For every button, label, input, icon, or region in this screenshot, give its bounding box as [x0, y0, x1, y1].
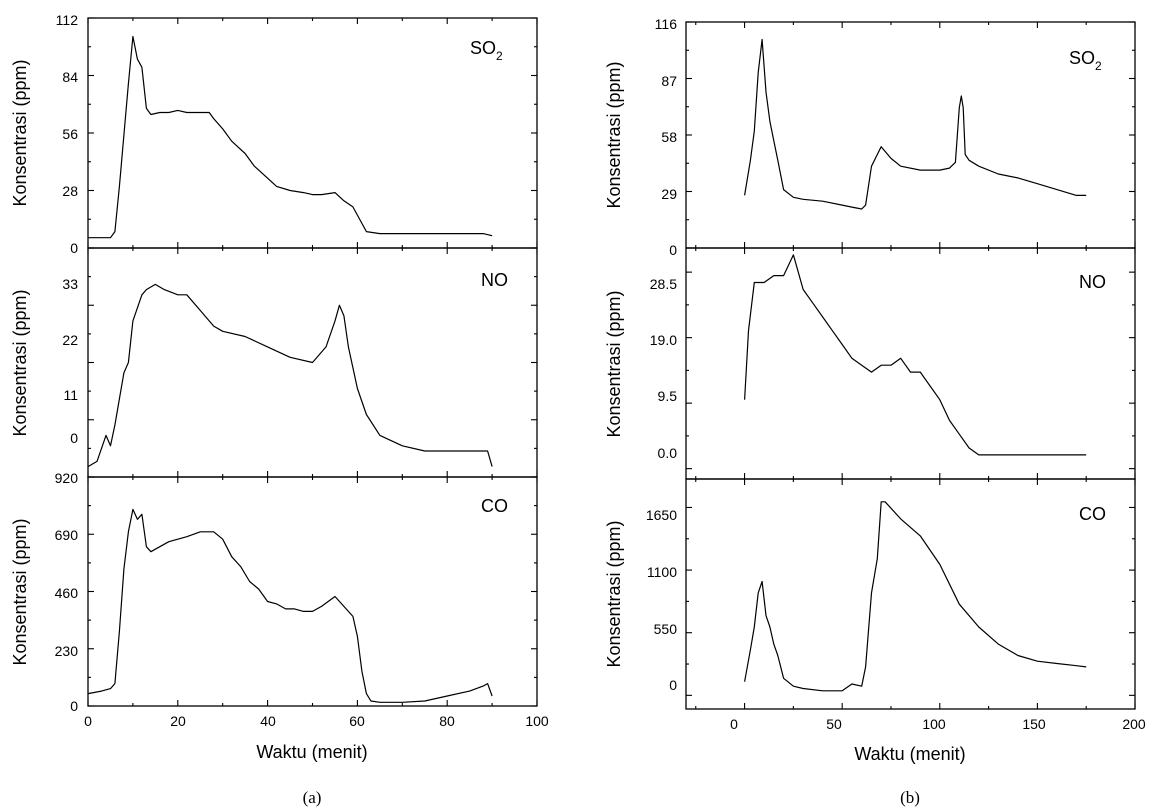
panel-b-co-ytick-label-0: 0	[669, 677, 677, 693]
panel-b-no-y-axis-title: Konsentrasi (ppm)	[604, 290, 624, 437]
panel-a-so2-series-line	[88, 35, 493, 239]
panel-b-no-ytick-label-2: 19.0	[650, 332, 677, 348]
panel-a-xtick-label-0: 0	[84, 713, 92, 729]
panel-a-so2-ytick-label-2: 56	[62, 126, 78, 142]
panel-b-no-frame	[685, 247, 1136, 480]
panel-b-so2-ytick-label-0: 0	[669, 242, 677, 258]
panel-a-co-ytick-label-1: 230	[55, 643, 79, 659]
panel-a-co-series-label: CO	[481, 496, 508, 516]
panel-b-xtick-label-0: 0	[730, 716, 738, 732]
panel-b-so2-ytick-label-1: 29	[661, 186, 677, 202]
panel-a-xtick-label-4: 80	[439, 713, 455, 729]
panel-a-co-series-line	[87, 508, 493, 703]
panel-a: 0 28 56 84 112 0 11 22 33 0 230 460 690 …	[10, 12, 549, 807]
panel-b-xtick-label-2: 100	[922, 716, 946, 732]
panel-b-so2-ytick-label-4: 116	[655, 16, 678, 32]
panel-a-no-ytick-label-3: 33	[62, 276, 78, 292]
panel-a-no-ytick-label-1: 11	[63, 387, 78, 403]
panel-a-x-axis-title: Waktu (menit)	[256, 742, 367, 762]
panel-b-no-series-label: NO	[1079, 272, 1106, 292]
panel-a-no-y-axis-title: Konsentrasi (ppm)	[10, 289, 30, 436]
panel-a-caption: (a)	[303, 788, 322, 807]
panel-b-co-series-label: CO	[1079, 504, 1106, 524]
panel-a-xtick-label-1: 20	[170, 713, 186, 729]
panel-b-co-y-axis-title: Konsentrasi (ppm)	[604, 520, 624, 667]
panel-b-so2-y-ticks	[686, 21, 1135, 249]
panel-b-no-y-ticks	[686, 271, 1135, 470]
panel-b-x-axis-title: Waktu (menit)	[854, 744, 965, 764]
panel-a-so2-ytick-label-3: 84	[62, 69, 78, 85]
panel-a-co-ytick-label-3: 690	[55, 527, 79, 543]
panel-b-no-series-line	[744, 254, 1087, 456]
panel-a-co-frame	[87, 476, 538, 707]
panel-a-xtick-label-2: 40	[260, 713, 276, 729]
panel-a-so2-label-subscript: 2	[496, 49, 503, 63]
panel-b-so2-ytick-label-3: 87	[661, 73, 677, 89]
panel-b-so2-y-axis-title: Konsentrasi (ppm)	[604, 61, 624, 208]
panel-a-no-ytick-label-2: 22	[62, 332, 78, 348]
panel-b-xtick-label-4: 200	[1122, 716, 1146, 732]
panel-a-x-ticks	[87, 18, 538, 706]
panel-a-so2-ytick-label-0: 0	[70, 240, 78, 256]
panel-a-no-series-label: NO	[481, 270, 508, 290]
panel-b-co-ytick-label-3: 1650	[646, 507, 677, 523]
panel-a-co-ytick-label-0: 0	[70, 698, 78, 714]
panel-b-co-series-line	[744, 501, 1087, 692]
panel-a-so2-ytick-label-4: 112	[56, 12, 79, 28]
panel-b-co-ytick-label-2: 1100	[647, 564, 677, 580]
panel-a-co-ytick-label-2: 460	[55, 585, 79, 601]
panel-b-no-ytick-label-1: 9.5	[658, 388, 678, 404]
panel-a-xtick-label-5: 100	[525, 713, 549, 729]
panel-a-xtick-label-3: 60	[349, 713, 365, 729]
panel-b-so2-series-label: SO2	[1069, 48, 1102, 73]
panel-b-no-ytick-label-0: 0.0	[658, 445, 678, 461]
panel-b-co-frame	[685, 478, 1136, 710]
panel-b-xtick-label-3: 150	[1022, 716, 1046, 732]
panel-b-no-ytick-label-3: 28.5	[650, 276, 677, 292]
panel-b-x-ticks	[695, 22, 1136, 709]
panel-a-co-ytick-label-4: 920	[55, 470, 79, 486]
panel-a-no-series-line	[87, 283, 493, 468]
panel-a-no-ytick-label-0: 0	[70, 430, 78, 446]
panel-a-so2-ytick-label-1: 28	[62, 183, 78, 199]
panel-b-xtick-label-1: 50	[826, 716, 842, 732]
panel-b: 0 29 58 87 116 0.0 9.5 19.0 28.5 0 550 1…	[604, 16, 1146, 807]
panel-b-so2-label-subscript: 2	[1095, 59, 1102, 73]
panel-b-so2-ytick-label-2: 58	[661, 129, 677, 145]
panel-a-co-y-axis-title: Konsentrasi (ppm)	[10, 518, 30, 665]
panel-b-so2-series-line	[744, 38, 1087, 210]
panel-a-co-y-ticks	[88, 476, 537, 707]
panel-a-so2-y-axis-title: Konsentrasi (ppm)	[10, 59, 30, 206]
panel-b-co-ytick-label-1: 550	[654, 621, 678, 637]
panel-b-co-y-ticks	[686, 506, 1135, 696]
panel-a-so2-series-label: SO2	[470, 38, 503, 63]
panel-b-caption: (b)	[900, 788, 920, 807]
